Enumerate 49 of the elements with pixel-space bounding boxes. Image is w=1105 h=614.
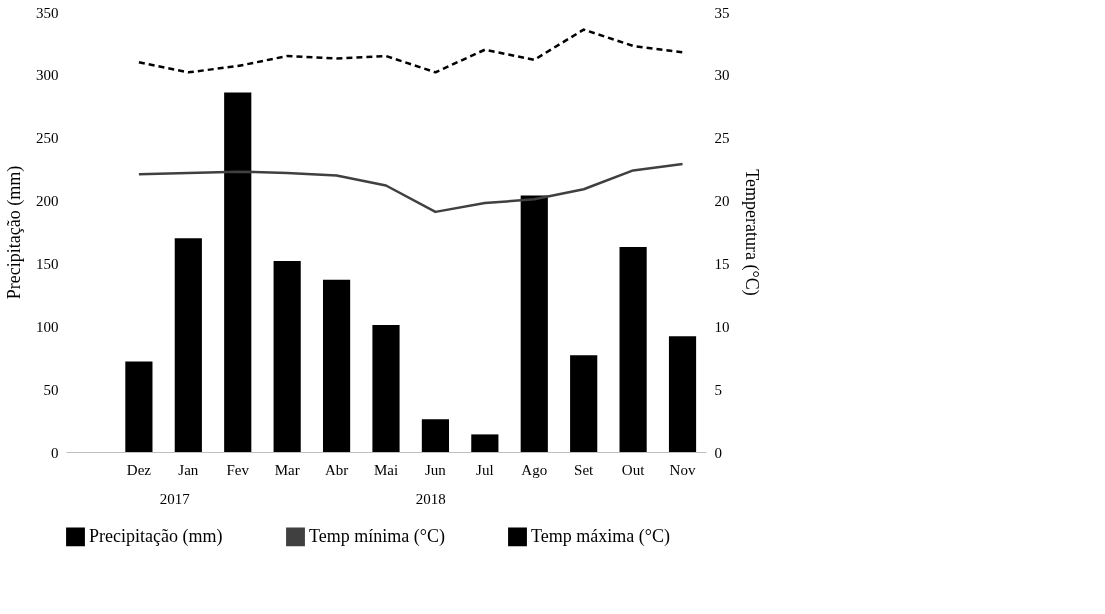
y-tick-label: 50 bbox=[43, 381, 59, 398]
y-tick-label: 100 bbox=[36, 318, 59, 335]
bar bbox=[224, 92, 252, 452]
x-tick-label: Nov bbox=[669, 461, 696, 478]
y2-tick-label: 30 bbox=[714, 67, 730, 84]
line-series bbox=[137, 162, 684, 214]
x-tick-label: Abr bbox=[324, 461, 349, 478]
y2-tick-label: 20 bbox=[714, 193, 730, 210]
bar bbox=[322, 279, 351, 452]
x-tick-label: Jan bbox=[178, 461, 199, 478]
x-tick-label: Ago bbox=[521, 461, 548, 478]
x-tick-label: Dez bbox=[126, 461, 152, 478]
y-tick-label: 250 bbox=[36, 130, 59, 147]
bar bbox=[668, 336, 697, 452]
bar bbox=[372, 325, 400, 452]
x-tick-label: Set bbox=[574, 461, 595, 478]
legend-label: Precipitação (mm) bbox=[89, 525, 223, 547]
legend-label: Temp máxima (°C) bbox=[531, 525, 670, 547]
bar bbox=[471, 434, 499, 452]
y2-tick-label: 10 bbox=[714, 318, 730, 335]
y-tick-label: 0 bbox=[51, 444, 59, 461]
y2-tick-label: 35 bbox=[714, 4, 730, 21]
bar bbox=[520, 195, 548, 452]
x-tick-label: Fev bbox=[226, 461, 250, 478]
bar bbox=[273, 260, 301, 452]
x-tick-label: Mai bbox=[373, 461, 399, 478]
x-tick-label: Mar bbox=[274, 461, 300, 478]
y2-tick-label: 15 bbox=[714, 255, 730, 272]
y2-axis-title: Temperatura (°C) bbox=[740, 169, 762, 296]
y-tick-label: 200 bbox=[36, 193, 59, 210]
y2-tick-label: 5 bbox=[714, 381, 722, 398]
bar bbox=[421, 419, 450, 452]
bar bbox=[125, 361, 153, 452]
line-series bbox=[137, 28, 684, 74]
x-tick-label: Jul bbox=[476, 461, 494, 478]
x-tick-label: Out bbox=[621, 461, 646, 478]
bar bbox=[619, 247, 647, 452]
y2-tick-label: 25 bbox=[714, 130, 730, 147]
y-tick-label: 150 bbox=[36, 255, 59, 272]
legend-label: Temp mínima (°C) bbox=[309, 525, 445, 547]
bar bbox=[174, 238, 202, 452]
y-tick-label: 350 bbox=[36, 4, 59, 21]
bar bbox=[570, 355, 598, 452]
y2-tick-label: 0 bbox=[714, 444, 722, 461]
x-tick-label: Jun bbox=[425, 461, 447, 478]
y-axis-title: Precipitação (mm) bbox=[4, 165, 25, 300]
text: 2018 bbox=[415, 491, 446, 507]
text: 2017 bbox=[159, 491, 191, 507]
y-tick-label: 300 bbox=[36, 67, 59, 84]
